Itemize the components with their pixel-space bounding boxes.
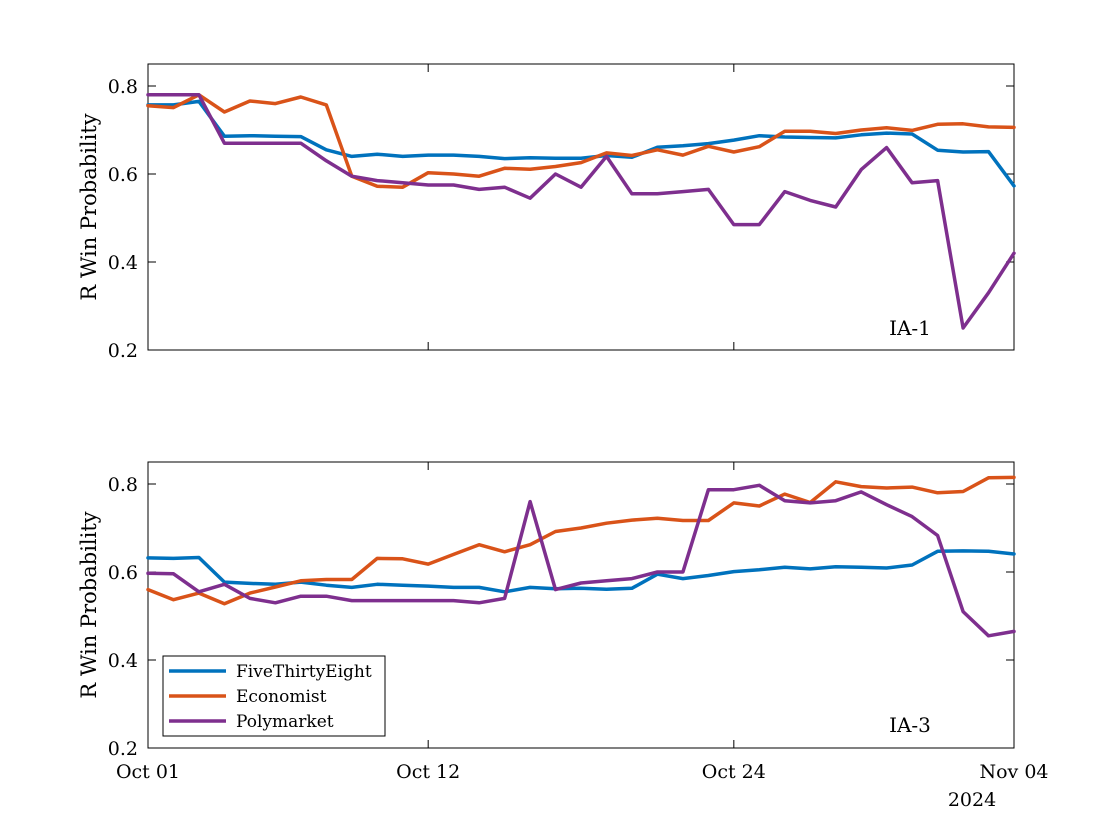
ia-3-series-economist bbox=[146, 475, 1016, 606]
panel-ia-1-xticks bbox=[147, 64, 1015, 350]
panel-ia-3-label: IA-3 bbox=[889, 713, 931, 737]
ia-1-series-fivethirtyeight bbox=[146, 99, 1016, 188]
ia-3-xtick-label: Nov 04 bbox=[979, 761, 1048, 783]
ia-1-ytick-label: 0.8 bbox=[108, 76, 138, 98]
legend-entry-polymarket: Polymarket bbox=[236, 712, 334, 732]
ia-3-ytick-label: 0.8 bbox=[108, 474, 138, 496]
ia-3-ytick-label: 0.4 bbox=[108, 650, 138, 672]
ia-1-ytick-label: 0.2 bbox=[108, 340, 138, 362]
legend: FiveThirtyEight Economist Polymarket bbox=[162, 655, 386, 737]
legend-entry-fivethirtyeight: FiveThirtyEight bbox=[236, 662, 372, 682]
panel-ia-3: 0.2 0.4 0.6 0.8 Oct 01 Oct 12 Oct 24 Nov 04 R … bbox=[77, 461, 1049, 811]
panel-ia-1: 0.2 0.4 0.6 0.8 R Win Probability IA-1 bbox=[77, 63, 1016, 362]
ia-3-xtick-label: Oct 24 bbox=[702, 761, 766, 783]
panel-ia-3-series bbox=[146, 475, 1016, 638]
ia-3-series-polymarket bbox=[146, 483, 1016, 638]
panel-ia-1-label: IA-1 bbox=[889, 316, 931, 340]
ia-3-xtick-label: Oct 12 bbox=[396, 761, 460, 783]
ia-3-ytick-label: 0.6 bbox=[108, 562, 138, 584]
panel-ia-1-ylabel: R Win Probability bbox=[77, 113, 101, 300]
ia-3-ytick-label: 0.2 bbox=[108, 738, 138, 760]
ia-1-series-economist bbox=[146, 93, 1016, 189]
ia-1-ytick-label: 0.4 bbox=[108, 252, 138, 274]
x-axis-year-label: 2024 bbox=[948, 789, 996, 811]
panel-ia-3-xticks: Oct 01 Oct 12 Oct 24 Nov 04 bbox=[116, 462, 1049, 783]
panel-ia-1-series bbox=[146, 93, 1016, 330]
ia-3-xtick-label: Oct 01 bbox=[116, 761, 180, 783]
panel-ia-3-frame bbox=[147, 461, 1015, 749]
panel-ia-3-ylabel: R Win Probability bbox=[77, 511, 101, 698]
ia-1-series-polymarket bbox=[146, 93, 1016, 330]
legend-entry-economist: Economist bbox=[236, 687, 327, 707]
panel-ia-1-yticks: 0.2 0.4 0.6 0.8 bbox=[108, 76, 1014, 362]
panel-ia-1-frame bbox=[147, 63, 1015, 351]
panel-ia-3-yticks: 0.2 0.4 0.6 0.8 bbox=[108, 474, 1014, 760]
ia-1-ytick-label: 0.6 bbox=[108, 164, 138, 186]
